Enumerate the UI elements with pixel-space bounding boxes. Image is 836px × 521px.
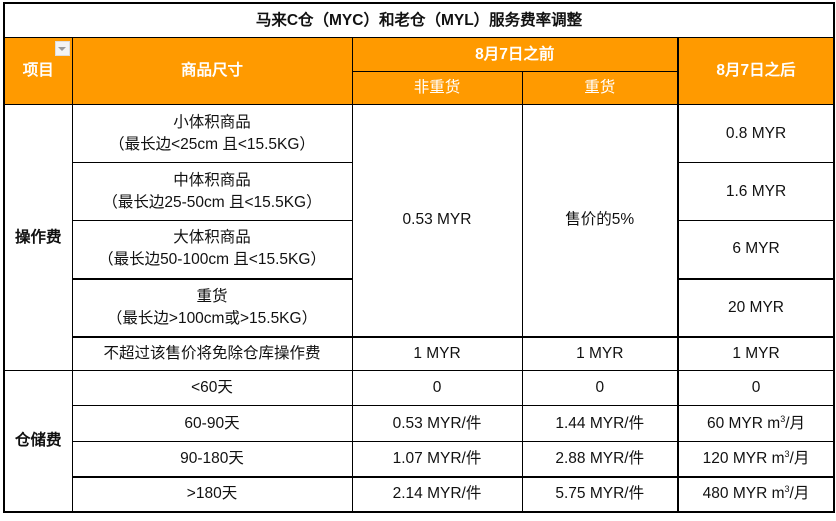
table-row: 不超过该售价将免除仓库操作费 1 MYR 1 MYR 1 MYR bbox=[4, 335, 835, 371]
after-unit: /月 bbox=[785, 414, 806, 432]
waiver-non-heavy: 1 MYR bbox=[351, 335, 523, 371]
heavy-value: 0 bbox=[521, 370, 679, 406]
heavy-value: 1.44 MYR/件 bbox=[521, 405, 679, 442]
size-name: 大体积商品 bbox=[173, 229, 251, 247]
size-condition: （最长边25-50cm 且<15.5KG） bbox=[102, 193, 322, 211]
period-cell: 90-180天 bbox=[71, 441, 353, 477]
after-unit: /月 bbox=[789, 449, 810, 467]
table-row: 90-180天 1.07 MYR/件 2.88 MYR/件 120 MYR m3… bbox=[4, 441, 835, 477]
size-name: 小体积商品 bbox=[173, 113, 251, 131]
size-cell: 中体积商品 （最长边25-50cm 且<15.5KG） bbox=[71, 162, 353, 221]
after-amount: 480 MYR m bbox=[702, 485, 785, 502]
table-row: 仓储费 <60天 0 0 0 bbox=[3, 370, 835, 512]
chevron-down-icon bbox=[58, 46, 66, 51]
table-row: 操作费 小体积商品 （最长边<25cm 且<15.5KG） 0.53 MYR 售价… bbox=[3, 104, 835, 371]
cubic-superscript: 3 bbox=[780, 413, 786, 424]
waiver-label: 不超过该售价将免除仓库操作费 bbox=[71, 335, 353, 371]
waiver-heavy: 1 MYR bbox=[521, 335, 679, 371]
period-cell: 60-90天 bbox=[71, 405, 353, 442]
after-value: 0.8 MYR bbox=[677, 104, 835, 163]
non-heavy-value: 0 bbox=[351, 370, 523, 406]
after-value: 120 MYR m3/月 bbox=[677, 441, 835, 477]
header-after: 8月7日之后 bbox=[677, 37, 835, 105]
after-value: 60 MYR m3/月 bbox=[677, 405, 835, 442]
period-cell: >180天 bbox=[71, 475, 353, 512]
table-title: 马来C仓（MYC）和老仓（MYL）服务费率调整 bbox=[3, 2, 835, 38]
size-cell: 小体积商品 （最长边<25cm 且<15.5KG） bbox=[71, 104, 353, 163]
table-row: >180天 2.14 MYR/件 5.75 MYR/件 480 MYR m3/月 bbox=[4, 475, 835, 512]
size-name: 重货 bbox=[196, 287, 228, 305]
size-condition: （最长边>100cm或>15.5KG） bbox=[106, 309, 318, 327]
category-operation-fee: 操作费 bbox=[3, 104, 73, 371]
header-item: 项目 bbox=[3, 37, 73, 105]
size-name: 中体积商品 bbox=[173, 171, 251, 189]
size-cell: 大体积商品 （最长边50-100cm 且<15.5KG） bbox=[71, 220, 353, 279]
waiver-after: 1 MYR bbox=[677, 335, 835, 371]
before-non-heavy-value: 0.53 MYR bbox=[351, 104, 523, 337]
heavy-value: 5.75 MYR/件 bbox=[521, 475, 679, 512]
header-before: 8月7日之前 bbox=[351, 37, 679, 72]
non-heavy-value: 2.14 MYR/件 bbox=[351, 475, 523, 512]
header-non-heavy: 非重货 bbox=[351, 71, 523, 105]
size-condition: （最长边50-100cm 且<15.5KG） bbox=[98, 251, 326, 269]
table-row: 重货 （最长边>100cm或>15.5KG） 20 MYR bbox=[4, 277, 835, 337]
after-value: 480 MYR m3/月 bbox=[677, 475, 835, 512]
before-heavy-value: 售价的5% bbox=[521, 104, 679, 337]
size-condition: （最长边<25cm 且<15.5KG） bbox=[109, 135, 315, 153]
after-unit: /月 bbox=[789, 485, 810, 502]
after-value: 0 bbox=[677, 370, 835, 406]
table-row: 60-90天 0.53 MYR/件 1.44 MYR/件 60 MYR m3/月 bbox=[4, 405, 835, 442]
after-amount: 60 MYR m bbox=[706, 414, 781, 432]
filter-dropdown-button[interactable] bbox=[54, 41, 70, 56]
non-heavy-value: 0.53 MYR/件 bbox=[351, 405, 523, 442]
heavy-value: 2.88 MYR/件 bbox=[521, 441, 679, 477]
category-storage-fee: 仓储费 bbox=[3, 370, 73, 512]
after-value: 1.6 MYR bbox=[677, 162, 835, 221]
header-size: 商品尺寸 bbox=[71, 37, 353, 105]
cubic-superscript: 3 bbox=[784, 483, 790, 494]
cubic-superscript: 3 bbox=[784, 448, 790, 459]
non-heavy-value: 1.07 MYR/件 bbox=[351, 441, 523, 477]
size-cell: 重货 （最长边>100cm或>15.5KG） bbox=[71, 277, 353, 337]
table-row: 大体积商品 （最长边50-100cm 且<15.5KG） 6 MYR bbox=[4, 220, 835, 279]
header-item-label: 项目 bbox=[22, 62, 54, 79]
rate-adjustment-table: 马来C仓（MYC）和老仓（MYL）服务费率调整 项目 商品尺寸 8月7日之前 8… bbox=[3, 2, 835, 513]
table-row: 中体积商品 （最长边25-50cm 且<15.5KG） 1.6 MYR bbox=[4, 162, 835, 221]
after-value: 20 MYR bbox=[677, 277, 835, 337]
period-cell: <60天 bbox=[71, 370, 353, 406]
after-amount: 120 MYR m bbox=[702, 449, 785, 467]
after-value: 6 MYR bbox=[677, 220, 835, 279]
header-heavy: 重货 bbox=[521, 71, 679, 105]
